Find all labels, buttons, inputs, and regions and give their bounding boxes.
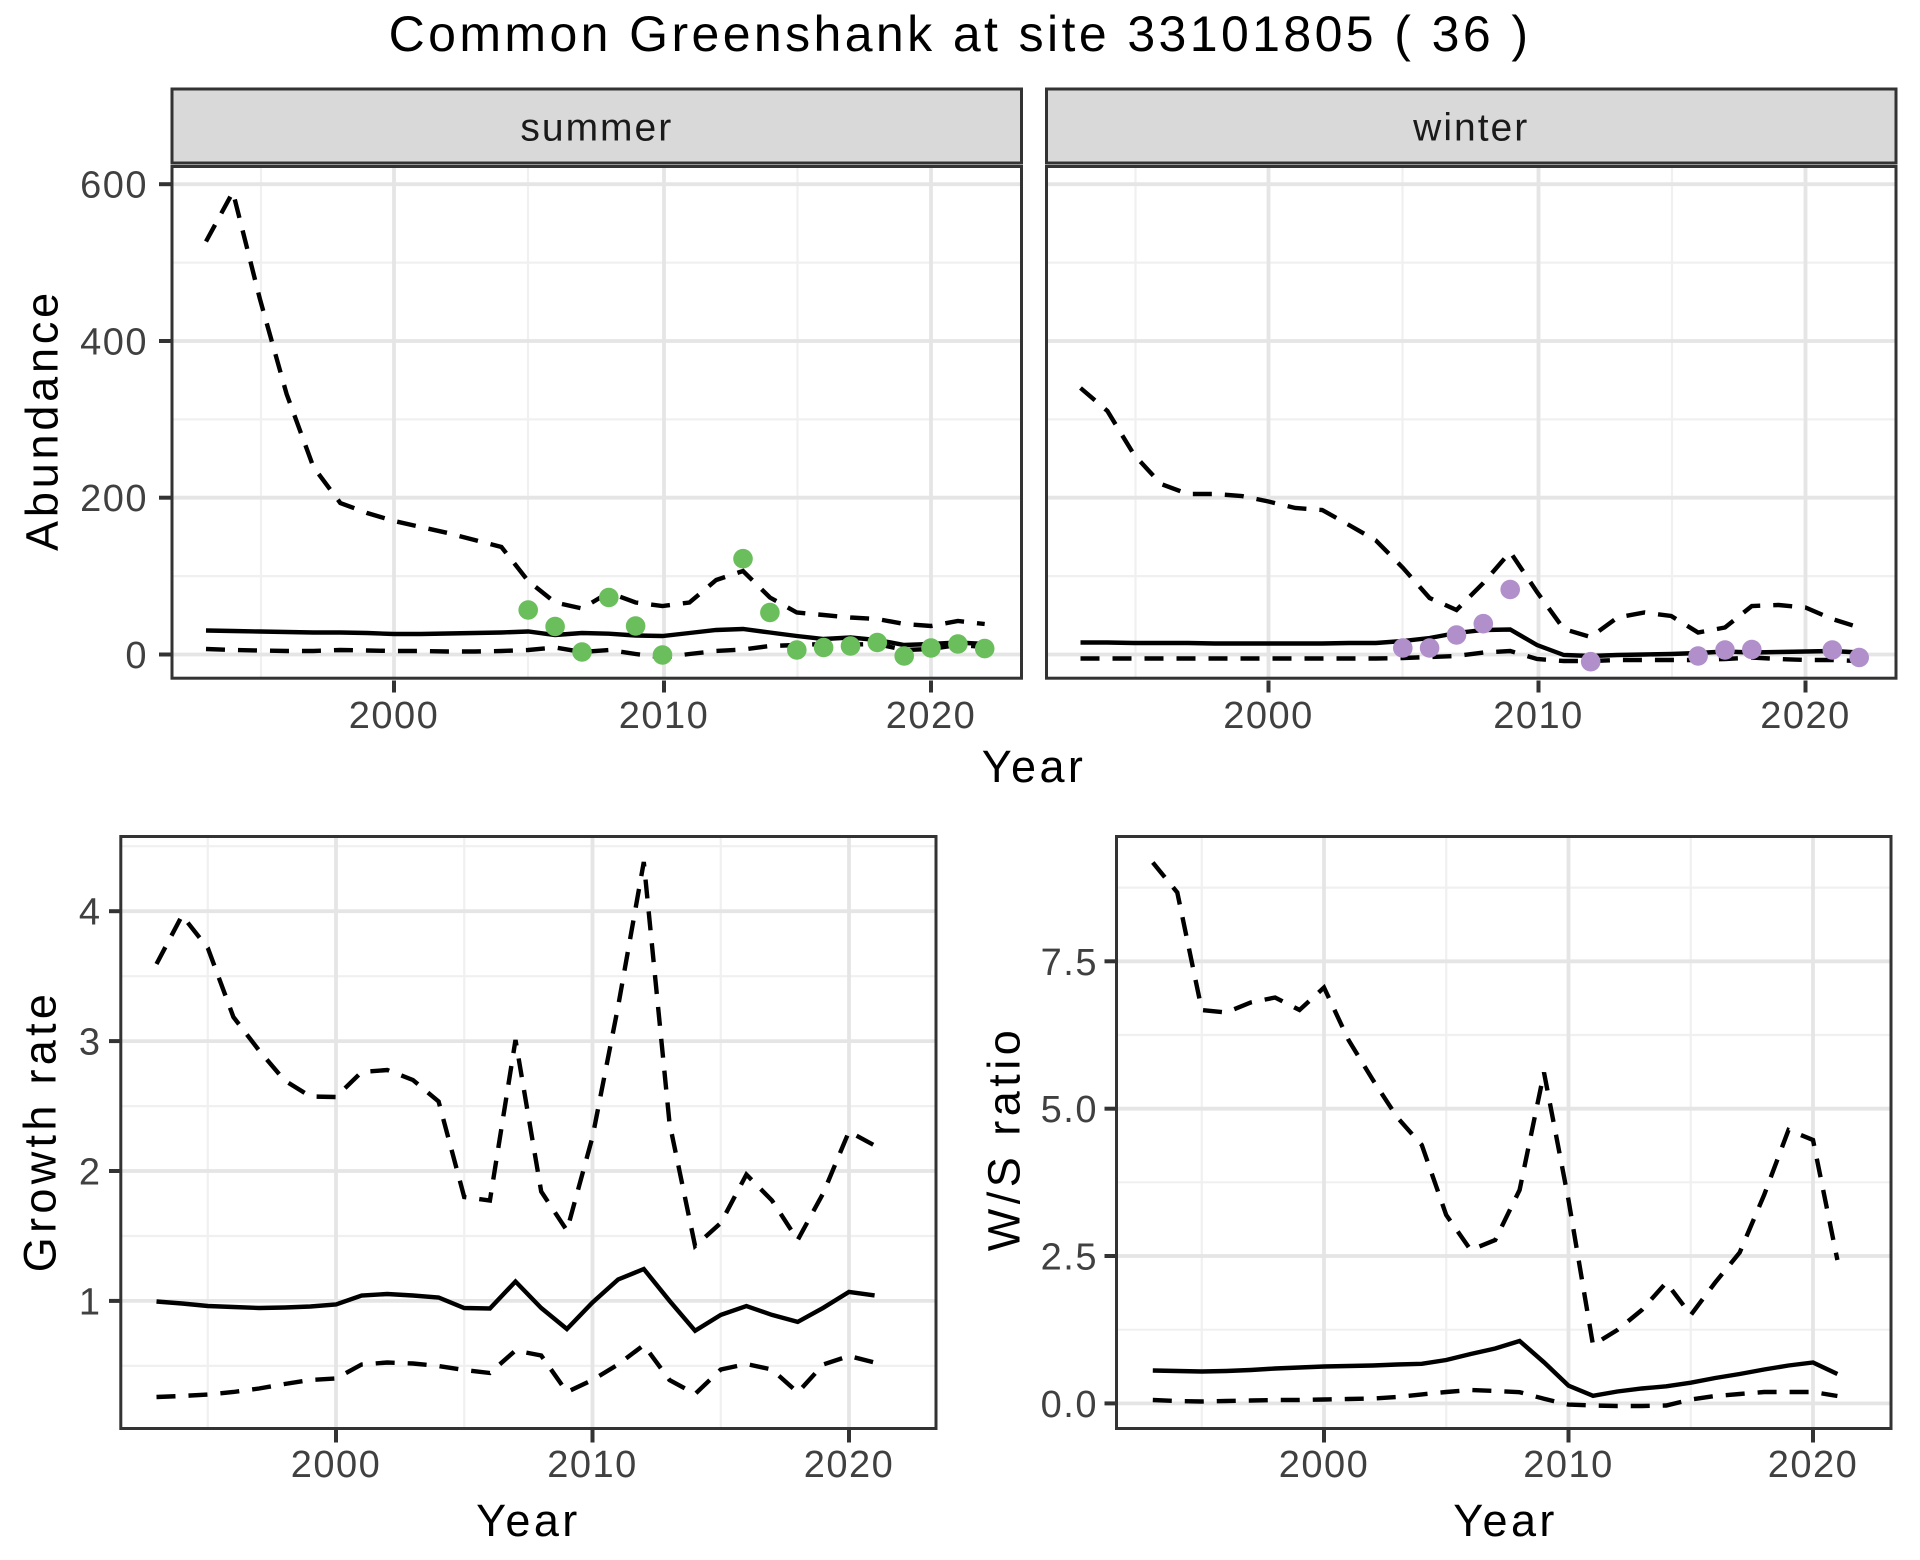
- svg-text:4: 4: [79, 892, 102, 934]
- svg-text:2020: 2020: [1760, 695, 1851, 737]
- svg-text:2020: 2020: [1768, 1444, 1859, 1486]
- svg-text:0: 0: [125, 635, 148, 677]
- svg-text:2010: 2010: [1523, 1444, 1614, 1486]
- svg-text:2010: 2010: [1493, 695, 1584, 737]
- svg-text:2000: 2000: [1223, 695, 1314, 737]
- svg-text:Year: Year: [1453, 1495, 1558, 1546]
- svg-text:2000: 2000: [291, 1444, 382, 1486]
- svg-text:1: 1: [79, 1281, 102, 1323]
- svg-text:2010: 2010: [619, 695, 710, 737]
- svg-text:2.5: 2.5: [1041, 1237, 1098, 1279]
- svg-text:2020: 2020: [804, 1444, 895, 1486]
- svg-text:2000: 2000: [1279, 1444, 1370, 1486]
- svg-text:7.5: 7.5: [1041, 942, 1098, 984]
- svg-text:400: 400: [80, 322, 148, 364]
- svg-text:Common Greenshank at site 3310: Common Greenshank at site 33101805 ( 36 …: [389, 6, 1532, 62]
- svg-text:winter: winter: [1412, 107, 1529, 150]
- svg-text:Year: Year: [476, 1495, 581, 1546]
- svg-text:summer: summer: [520, 107, 673, 150]
- svg-text:2010: 2010: [547, 1444, 638, 1486]
- svg-text:600: 600: [80, 165, 148, 207]
- svg-text:0.0: 0.0: [1041, 1384, 1098, 1426]
- svg-text:W/S ratio: W/S ratio: [979, 1026, 1030, 1252]
- svg-text:Year: Year: [982, 741, 1087, 792]
- svg-text:3: 3: [79, 1022, 102, 1064]
- svg-text:2: 2: [79, 1152, 102, 1194]
- svg-text:Abundance: Abundance: [17, 289, 68, 551]
- svg-text:2000: 2000: [349, 695, 440, 737]
- svg-text:Growth rate: Growth rate: [15, 990, 66, 1272]
- svg-text:5.0: 5.0: [1041, 1089, 1098, 1131]
- svg-text:200: 200: [80, 478, 148, 520]
- svg-text:2020: 2020: [886, 695, 977, 737]
